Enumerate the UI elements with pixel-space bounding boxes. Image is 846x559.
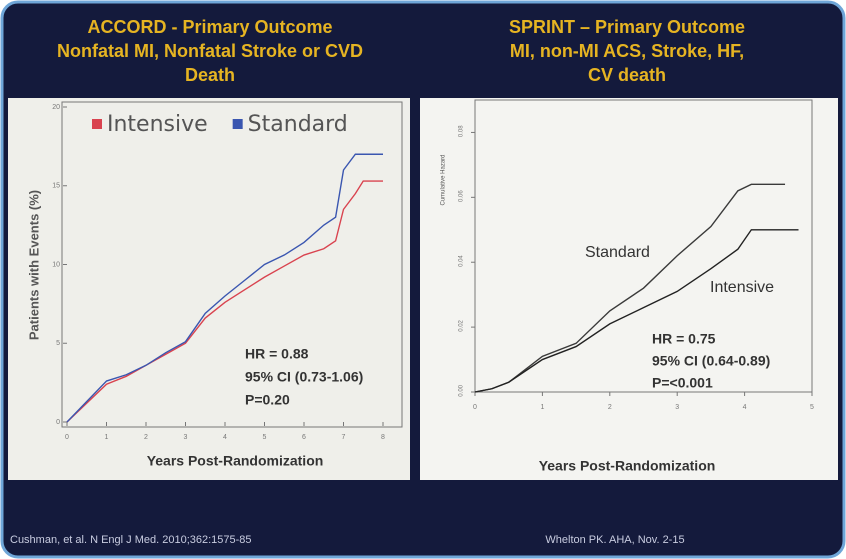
x-tick-label: 3 (184, 434, 188, 441)
annotation: P=0.20 (245, 392, 290, 408)
annotation: 95% CI (0.64-0.89) (652, 353, 770, 369)
y-tick-label: 15 (52, 183, 60, 190)
legend-label: Intensive (107, 112, 208, 137)
x-tick-label: 8 (381, 434, 385, 441)
footnote: Whelton PK. AHA, Nov. 2-15 (545, 534, 684, 546)
chart-title: CV death (588, 65, 666, 85)
chart-title: MI, non-MI ACS, Stroke, HF, (510, 41, 744, 61)
annotation: HR = 0.75 (652, 331, 716, 347)
x-tick-label: 4 (743, 404, 747, 411)
chart-title: SPRINT – Primary Outcome (509, 17, 745, 37)
x-tick-label: 7 (342, 434, 346, 441)
y-tick-label: 0.08 (459, 125, 465, 137)
y-tick-label: 0.02 (459, 319, 465, 331)
annotation: 95% CI (0.73-1.06) (245, 369, 363, 385)
series-label: Intensive (710, 279, 774, 296)
y-tick-label: 20 (52, 104, 60, 111)
chart-title: Nonfatal MI, Nonfatal Stroke or CVD (57, 41, 363, 61)
y-tick-label: 5 (56, 340, 60, 347)
x-tick-label: 5 (263, 434, 267, 441)
series-label: Standard (585, 244, 650, 261)
y-tick-label: 0.00 (459, 384, 465, 396)
annotation: HR = 0.88 (245, 346, 309, 362)
x-tick-label: 0 (65, 434, 69, 441)
y-axis-label: Cumulative Hazard (441, 154, 447, 205)
footnote: Cushman, et al. N Engl J Med. 2010;362:1… (10, 534, 252, 546)
slide: ACCORD - Primary Outcome Nonfatal MI, Non… (0, 0, 846, 559)
legend-swatch (92, 119, 102, 129)
x-tick-label: 4 (223, 434, 227, 441)
y-tick-label: 0.04 (459, 255, 465, 267)
x-tick-label: 2 (144, 434, 148, 441)
y-tick-label: 0.06 (459, 190, 465, 202)
x-tick-label: 6 (302, 434, 306, 441)
x-tick-label: 1 (105, 434, 109, 441)
chart-title: Death (185, 65, 235, 85)
panel (8, 98, 410, 480)
x-tick-label: 1 (540, 404, 544, 411)
legend-label: Standard (248, 112, 348, 137)
legend-swatch (233, 119, 243, 129)
panel (420, 98, 838, 480)
y-tick-label: 10 (52, 261, 60, 268)
y-axis-label: Patients with Events (%) (26, 190, 41, 340)
x-tick-label: 5 (810, 404, 814, 411)
x-axis-label: Years Post-Randomization (147, 453, 324, 469)
x-axis-label: Years Post-Randomization (539, 458, 716, 474)
x-tick-label: 2 (608, 404, 612, 411)
y-tick-label: 0 (56, 419, 60, 426)
x-tick-label: 0 (473, 404, 477, 411)
annotation: P=<0.001 (652, 375, 713, 391)
chart-title: ACCORD - Primary Outcome (87, 17, 332, 37)
x-tick-label: 3 (675, 404, 679, 411)
